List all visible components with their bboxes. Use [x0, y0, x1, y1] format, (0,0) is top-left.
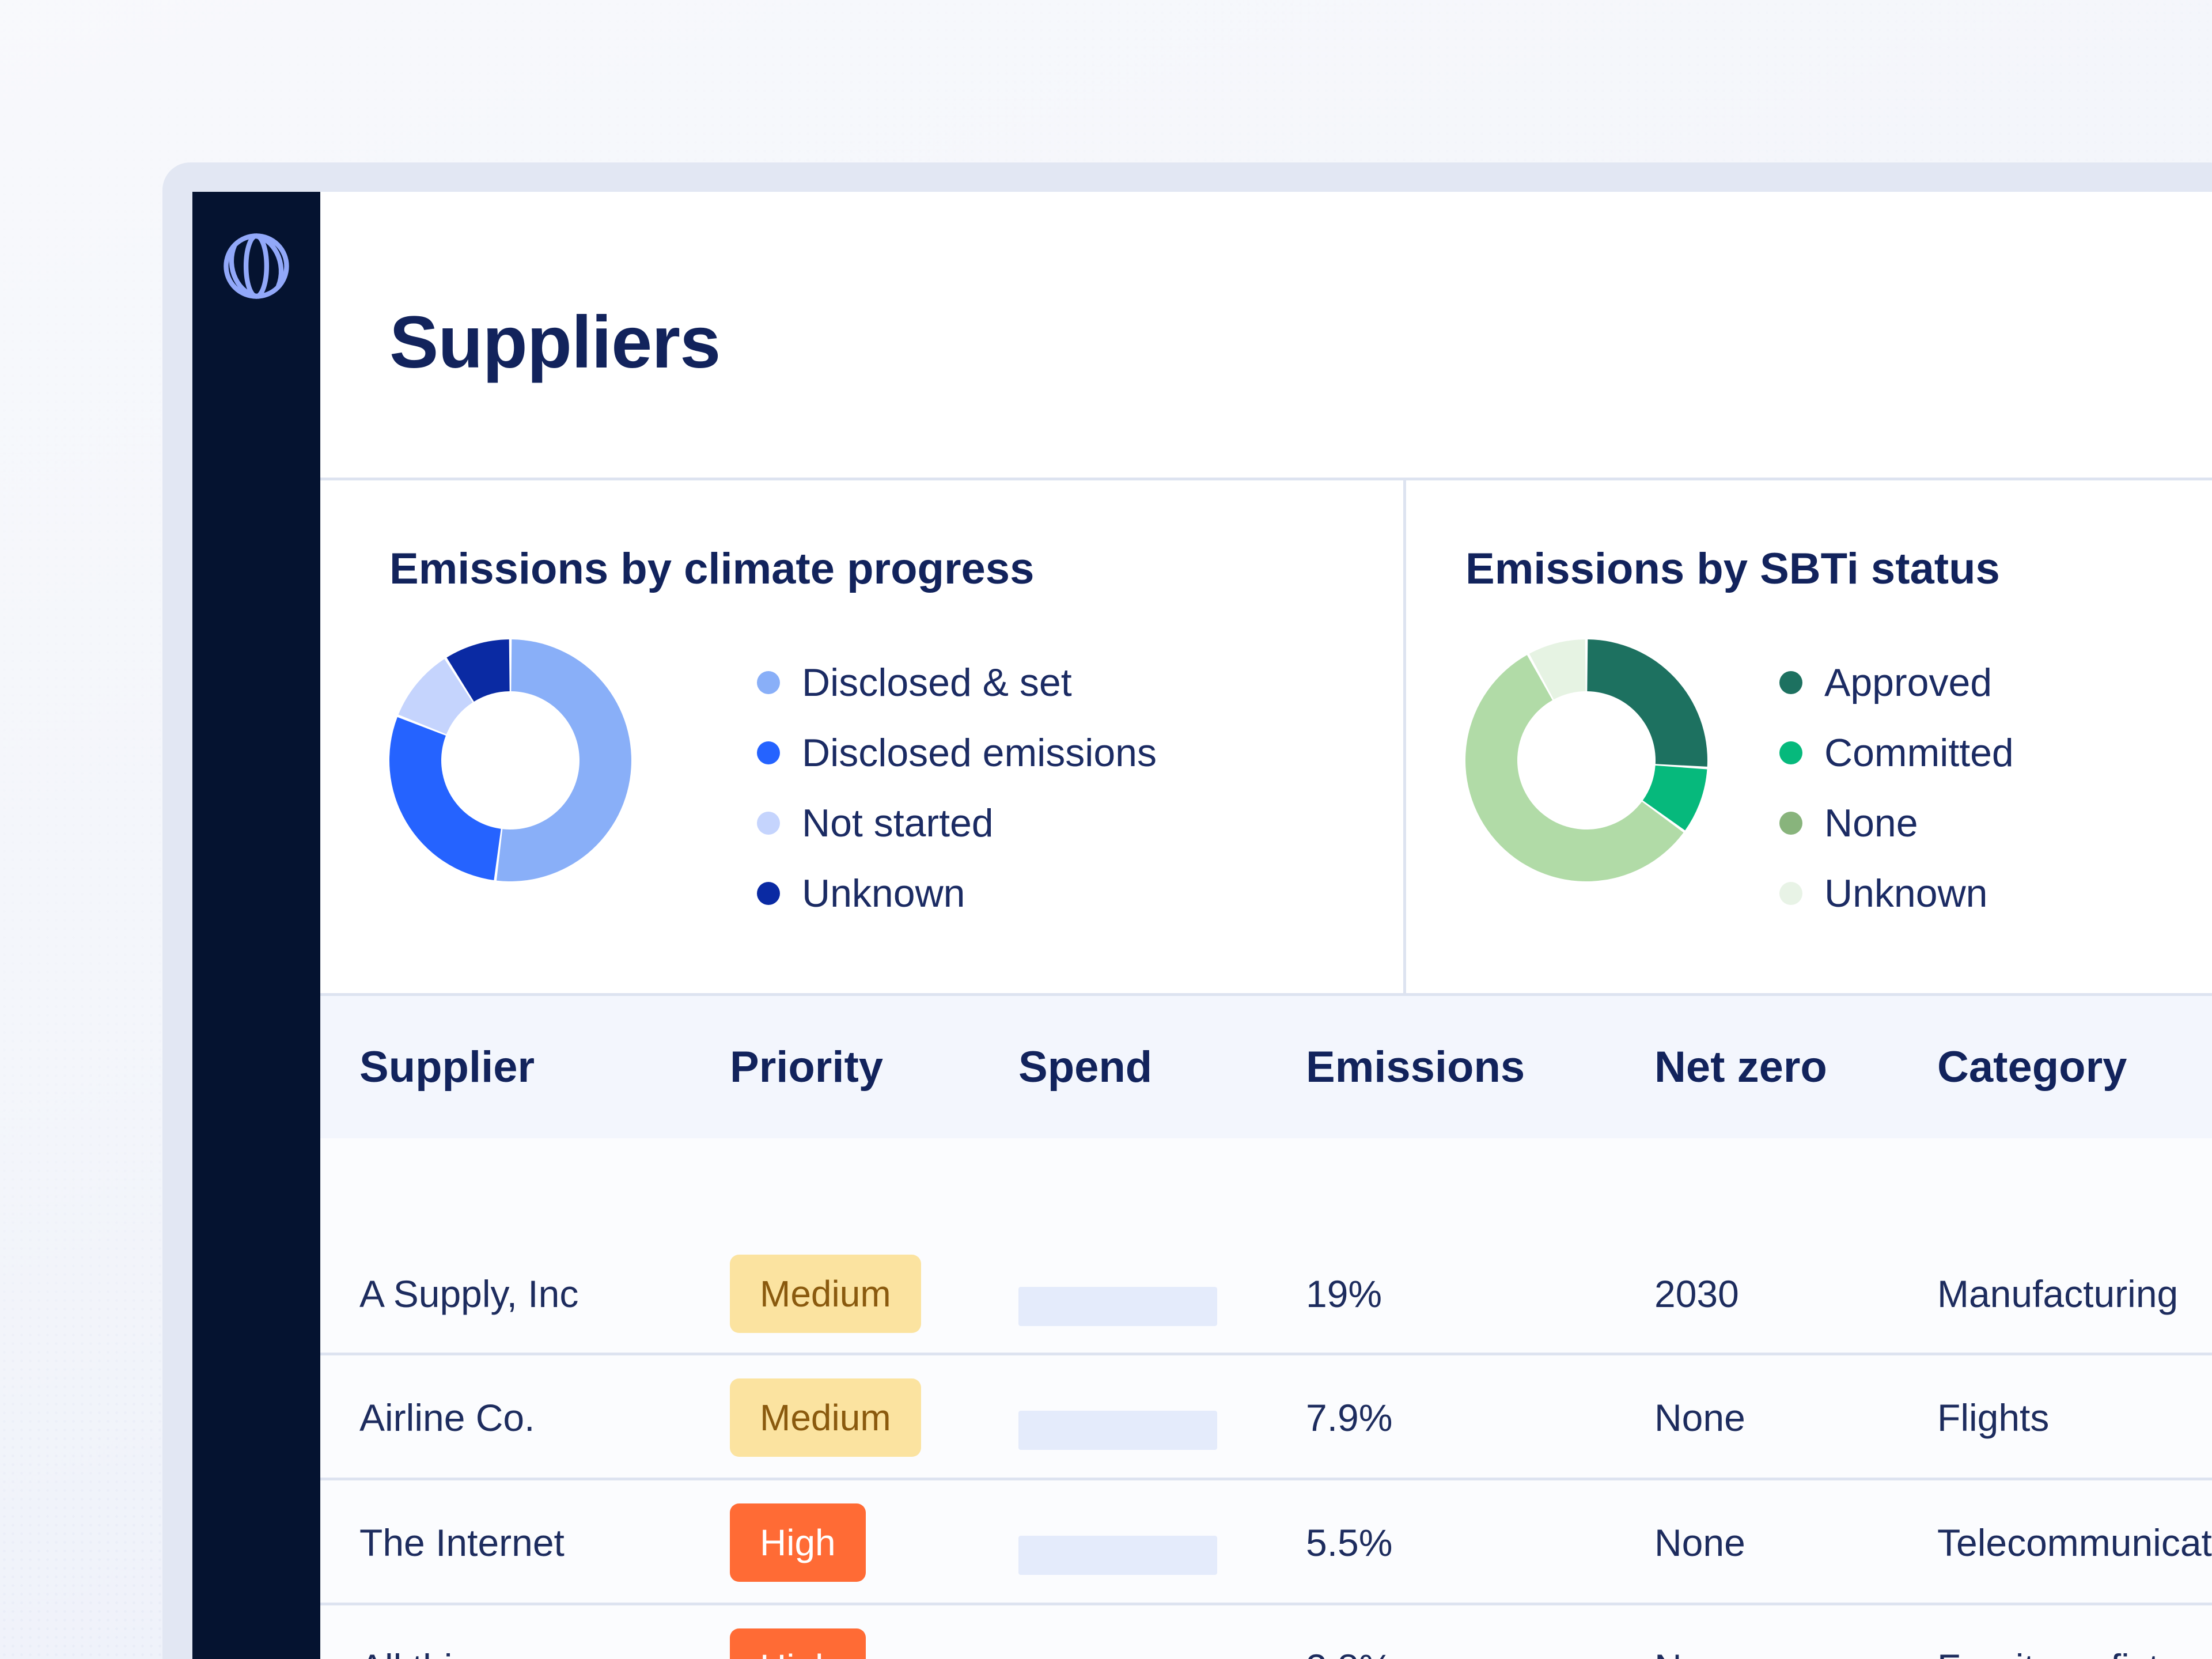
category-value: Furniture, fixtures [1937, 1633, 2212, 1659]
legend-label: None [1824, 801, 1918, 845]
column-header-net-zero[interactable]: Net zero [1654, 1043, 1827, 1092]
column-header-supplier[interactable]: Supplier [359, 1043, 535, 1092]
column-header-spend[interactable]: Spend [1018, 1043, 1153, 1092]
column-header-emissions[interactable]: Emissions [1306, 1043, 1525, 1092]
legend-label: Committed [1824, 731, 2014, 775]
spend-bar [1018, 1536, 1217, 1575]
net-zero-value: 2030 [1654, 1272, 1739, 1315]
net-zero-value: None [1654, 1521, 1745, 1564]
legend-swatch [1779, 741, 1802, 764]
donut-slice-approved[interactable] [1587, 639, 1707, 767]
supplier-name[interactable]: Airline Co. [359, 1396, 535, 1439]
legend-item: Approved [1779, 647, 2014, 718]
donut-slice-disclosed-emissions[interactable] [389, 717, 501, 881]
legend-label: Not started [802, 801, 994, 845]
legend-swatch [1779, 812, 1802, 835]
app-window: Suppliers Emissions by climate progress … [192, 192, 2212, 1659]
emissions-value: 19% [1306, 1272, 1382, 1315]
legend-label: Approved [1824, 661, 1993, 704]
page-title: Suppliers [389, 301, 721, 384]
legend-item: Unknown [1779, 858, 2014, 929]
legend-item: Unknown [757, 858, 1157, 929]
legend-item: Disclosed emissions [757, 718, 1157, 788]
legend-swatch [757, 671, 780, 694]
legend-item: Committed [1779, 718, 2014, 788]
table-row[interactable]: A Supply, Inc Medium 19% 2030 Manufacturing [320, 1138, 2212, 1355]
legend-swatch [1779, 882, 1802, 905]
table-row[interactable]: The Internet High 5.5% None Telecommunicat [320, 1480, 2212, 1605]
main-content: Suppliers Emissions by climate progress … [320, 192, 2212, 1659]
net-zero-value: None [1654, 1396, 1745, 1439]
net-zero-value: None [1654, 1633, 1745, 1659]
legend-label: Disclosed emissions [802, 731, 1157, 775]
legend-item: Not started [757, 788, 1157, 858]
donut-slice-unknown[interactable] [1529, 639, 1586, 700]
charts-row: Emissions by climate progress Disclosed … [320, 478, 2212, 996]
legend-label: Unknown [802, 872, 965, 915]
chart-legend: Disclosed & set Disclosed emissions Not … [757, 647, 1157, 929]
priority-badge: Medium [730, 1378, 921, 1457]
table-header: Supplier Priority Spend Emissions Net ze… [320, 996, 2212, 1138]
globe-icon[interactable] [220, 230, 293, 302]
legend-label: Unknown [1824, 872, 1988, 915]
climate-progress-card: Emissions by climate progress Disclosed … [320, 480, 1406, 993]
donut-slice-disclosed-set[interactable] [496, 639, 631, 881]
legend-item: None [1779, 788, 2014, 858]
emissions-value: 7.9% [1306, 1396, 1393, 1439]
supplier-name[interactable]: A Supply, Inc [359, 1272, 579, 1315]
legend-item: Disclosed & set [757, 647, 1157, 718]
supplier-name[interactable]: The Internet [359, 1521, 565, 1564]
column-header-priority[interactable]: Priority [730, 1043, 884, 1092]
emissions-value: 3.8% [1306, 1633, 1392, 1659]
donut-slice-none[interactable] [1465, 655, 1684, 881]
climate-progress-donut-chart [389, 639, 631, 881]
priority-badge: High [730, 1628, 866, 1659]
category-value: Telecommunicat [1937, 1521, 2212, 1564]
supplier-name[interactable]: All things [359, 1633, 514, 1659]
legend-swatch [1779, 671, 1802, 694]
priority-badge: High [730, 1503, 866, 1582]
spend-bar [1018, 1287, 1217, 1326]
emissions-value: 5.5% [1306, 1521, 1393, 1564]
priority-badge: Medium [730, 1255, 921, 1333]
donut-slice-unknown[interactable] [446, 639, 510, 702]
legend-swatch [757, 741, 780, 764]
category-value: Manufacturing [1937, 1272, 2179, 1315]
category-value: Flights [1937, 1396, 2050, 1439]
sbti-status-donut-chart [1465, 639, 1707, 881]
table-row[interactable]: Airline Co. Medium 7.9% None Flights [320, 1355, 2212, 1480]
chart-title: Emissions by climate progress [389, 544, 1035, 593]
legend-swatch [757, 812, 780, 835]
table-body: A Supply, Inc Medium 19% 2030 Manufacturing A… [320, 1138, 2212, 1659]
table-row[interactable]: All things High 3.8% None Furniture, fixture… [320, 1605, 2212, 1659]
sidebar [192, 192, 320, 1659]
donut-slice-committed[interactable] [1642, 765, 1707, 831]
chart-legend: Approved Committed None Unknown [1779, 647, 2014, 929]
donut-slice-not-started[interactable] [398, 658, 473, 734]
chart-title: Emissions by SBTi status [1465, 544, 2000, 593]
spend-bar [1018, 1411, 1217, 1450]
column-header-category[interactable]: Category [1937, 1043, 2127, 1092]
sbti-status-card: Emissions by SBTi status Approved Commit… [1409, 480, 2212, 993]
legend-swatch [757, 882, 780, 905]
legend-label: Disclosed & set [802, 661, 1072, 704]
